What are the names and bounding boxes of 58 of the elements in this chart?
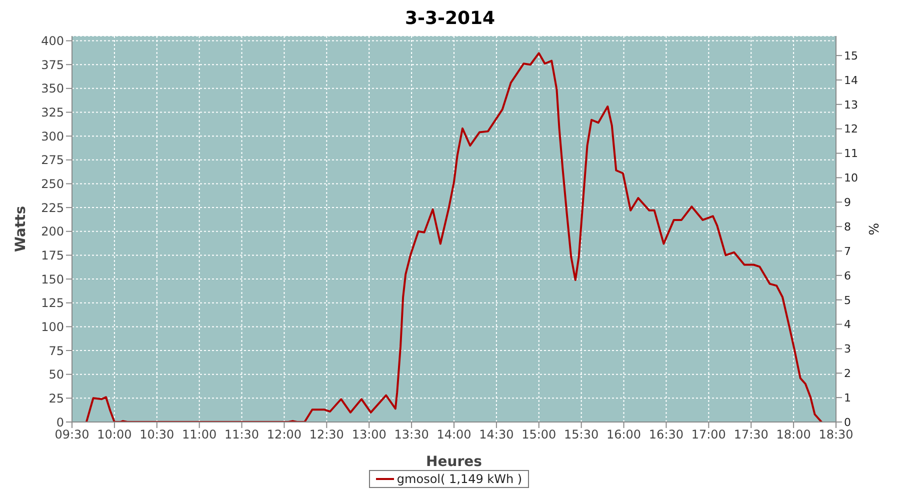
y-tick-label: 225 (41, 200, 64, 215)
x-tick-label: 15:30 (564, 428, 599, 442)
y-tick-label: 175 (41, 248, 64, 262)
y-tick-label: 275 (41, 153, 64, 168)
x-tick-label: 17:00 (691, 428, 726, 442)
legend-label: gmosol( 1,149 kWh ) (396, 472, 522, 486)
y2-tick-label: 3 (844, 342, 851, 356)
y2-tick-label: 5 (844, 294, 851, 307)
x-tick-label: 16:30 (648, 428, 684, 442)
y-tick-label: 25 (48, 391, 64, 406)
x-axis-title: Heures (426, 454, 482, 470)
line-series (85, 52, 823, 422)
y2-tick-label: 13 (844, 98, 858, 112)
x-tick-label: 10:00 (97, 428, 132, 442)
y2-tick-label: 12 (844, 122, 858, 136)
y-tick-label: 200 (41, 224, 64, 239)
y2-tick-label: 7 (844, 244, 851, 258)
y2-axis-title: % (868, 222, 883, 236)
x-tick-label: 18:30 (818, 428, 854, 442)
y2-tick-label: 9 (844, 196, 851, 210)
x-tick-label: 11:00 (182, 428, 217, 442)
x-tick-label: 13:00 (352, 428, 386, 442)
x-tick-label: 11:30 (224, 428, 260, 442)
y-tick-label: 100 (41, 320, 64, 334)
x-tick-label: 14:30 (479, 428, 514, 442)
y-tick-label: 0 (56, 415, 64, 430)
y-axis-title: Watts (12, 206, 29, 252)
y-tick-label: 325 (41, 106, 64, 120)
y2-tick-label: 4 (844, 318, 851, 332)
y-tick-label: 75 (48, 344, 64, 358)
x-tick-label: 16:00 (606, 428, 642, 442)
y2-tick-label: 11 (844, 147, 858, 160)
x-tick-label: 09:30 (54, 428, 90, 442)
y-tick-label: 250 (41, 176, 64, 191)
y-tick-label: 375 (41, 58, 64, 72)
y2-tick-label: 8 (844, 220, 851, 234)
y2-tick-label: 15 (844, 49, 858, 62)
x-tick-label: 14:00 (436, 428, 472, 442)
y-tick-label: 350 (41, 82, 64, 96)
y2-tick-label: 1 (844, 391, 851, 404)
y-tick-label: 125 (41, 296, 64, 310)
x-tick-label: 12:30 (309, 428, 344, 442)
y-tick-label: 150 (41, 272, 64, 286)
x-tick-label: 13:30 (394, 428, 429, 442)
y2-tick-label: 0 (844, 416, 851, 429)
y2-tick-label: 6 (844, 269, 851, 282)
y2-tick-label: 2 (844, 367, 851, 380)
y-tick-label: 50 (48, 368, 64, 382)
x-tick-label: 12:00 (266, 428, 302, 442)
x-tick-label: 15:00 (522, 428, 556, 442)
y2-tick-label: 14 (844, 74, 858, 87)
y-tick-label: 400 (41, 34, 64, 48)
x-tick-label: 18:00 (776, 428, 811, 442)
y2-tick-label: 10 (844, 172, 858, 185)
x-tick-label: 10:30 (140, 428, 174, 442)
chart-title: 3-3-2014 (404, 8, 496, 30)
y-tick-label: 300 (41, 129, 64, 144)
x-tick-label: 17:30 (734, 428, 768, 442)
